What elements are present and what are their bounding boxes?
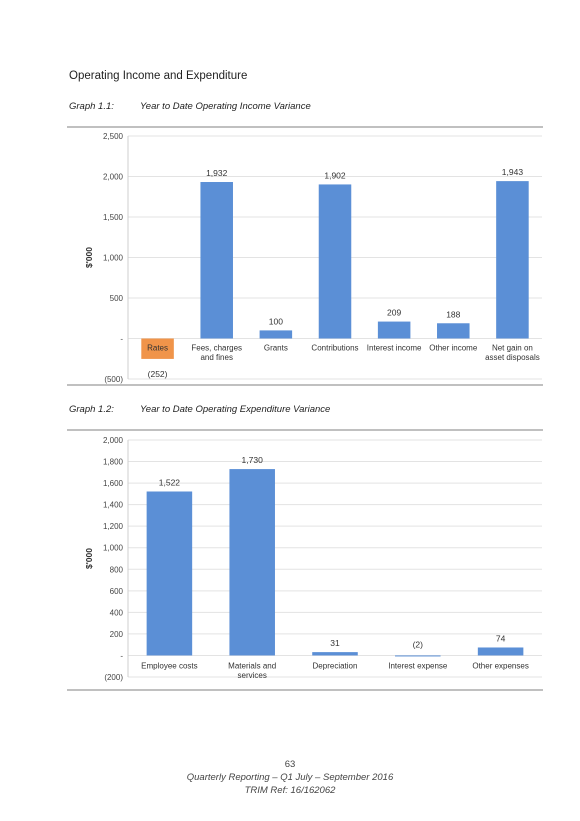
bar <box>229 469 275 656</box>
category-label: Interest expense <box>388 661 448 670</box>
report-subtitle: Quarterly Reporting – Q1 July – Septembe… <box>186 772 394 783</box>
y-tick-label: 1,400 <box>103 501 124 510</box>
bar <box>146 491 193 656</box>
category-label: services <box>238 671 267 680</box>
y-tick-label: 400 <box>110 608 124 617</box>
category-label: asset disposals <box>485 353 540 362</box>
graph-1-title: Year to Date Operating Income Variance <box>140 101 311 112</box>
y-tick-label: 200 <box>110 630 124 639</box>
y-tick-label: - <box>120 335 123 344</box>
category-label: Interest income <box>367 344 422 353</box>
income-variance-chart: (500) - 500 1,000 1,500 2,000 2,500 $'000 (252) R… <box>67 126 543 386</box>
bar <box>496 181 529 339</box>
page-number: 63 <box>284 759 296 770</box>
y-tick-label: 500 <box>110 294 124 303</box>
data-label: (2) <box>413 639 424 649</box>
data-label: 1,730 <box>242 455 264 465</box>
bar <box>318 184 352 339</box>
y-tick-label: 2,000 <box>103 436 124 445</box>
trim-reference: TRIM Ref: 16/162062 <box>244 785 336 796</box>
category-label: and fines <box>200 353 232 362</box>
y-tick-label: - <box>120 651 123 660</box>
graph-2-number: Graph 1.2: <box>69 404 114 415</box>
data-label: 74 <box>496 633 506 643</box>
category-label: Net gain on <box>492 344 533 353</box>
y-tick-label: 2,000 <box>103 173 124 182</box>
data-label: 1,932 <box>206 168 228 178</box>
graph-2-title: Year to Date Operating Expenditure Varia… <box>140 404 331 415</box>
data-label: 31 <box>330 638 340 648</box>
bar <box>259 330 293 339</box>
y-tick-label: 1,200 <box>103 522 124 531</box>
data-label: 100 <box>269 316 283 326</box>
y-axis-title: $'000 <box>84 548 94 569</box>
bar <box>437 323 470 339</box>
bar <box>141 338 174 359</box>
expenditure-variance-chart: (200) - 200 400 600 800 1,000 1,200 1,400 1,600 1,… <box>67 429 543 691</box>
y-axis-title: $'000 <box>84 247 94 268</box>
y-tick-label: (200) <box>104 673 123 682</box>
category-label: Fees, charges <box>191 344 242 353</box>
category-label: Employee costs <box>141 661 197 670</box>
bar <box>200 182 233 339</box>
category-label: Other income <box>429 344 478 353</box>
y-tick-label: 1,000 <box>103 254 124 263</box>
y-tick-label: 1,000 <box>103 544 124 553</box>
bar <box>395 655 441 657</box>
y-tick-label: 2,500 <box>103 132 124 141</box>
category-label: Materials and <box>228 661 276 670</box>
category-label: Grants <box>264 344 288 353</box>
y-tick-label: 600 <box>110 587 124 596</box>
data-label: 188 <box>446 309 460 319</box>
data-label: 1,902 <box>324 170 346 180</box>
section-heading: Operating Income and Expenditure <box>69 70 248 82</box>
bar <box>312 652 358 656</box>
category-label: Rates <box>147 344 168 353</box>
bar <box>377 321 411 339</box>
data-label: 1,943 <box>502 167 524 177</box>
y-tick-label: (500) <box>104 375 123 384</box>
data-label: 1,522 <box>159 477 181 487</box>
y-tick-label: 1,600 <box>103 479 124 488</box>
data-label: (252) <box>148 369 168 379</box>
category-label: Other expenses <box>472 661 528 670</box>
y-tick-label: 800 <box>110 565 124 574</box>
graph-1-number: Graph 1.1: <box>69 101 114 112</box>
y-tick-label: 1,800 <box>103 458 124 467</box>
category-label: Contributions <box>311 344 358 353</box>
y-tick-label: 1,500 <box>103 213 124 222</box>
data-label: 209 <box>387 308 401 318</box>
bar <box>477 647 524 656</box>
category-label: Depreciation <box>313 661 358 670</box>
